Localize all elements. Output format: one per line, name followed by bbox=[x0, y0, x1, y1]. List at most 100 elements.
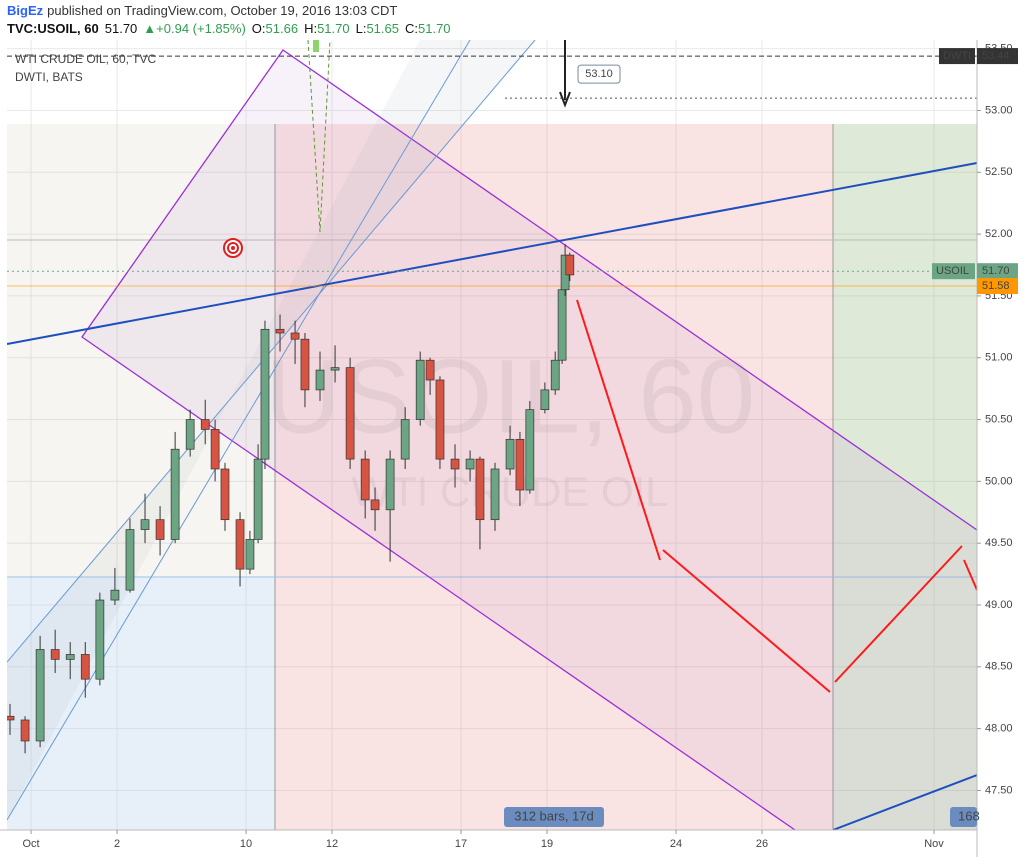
y-tick-label: 48.00 bbox=[985, 723, 1013, 735]
candle-body bbox=[110, 589, 120, 601]
x-tick-label: 24 bbox=[670, 838, 682, 850]
price-label: 51.58 bbox=[982, 280, 1010, 292]
candle-body bbox=[253, 458, 263, 540]
candle-body bbox=[140, 519, 150, 530]
candle-body bbox=[370, 499, 380, 511]
target-dot bbox=[231, 246, 235, 250]
projection-leg bbox=[834, 545, 963, 683]
callout-box bbox=[577, 64, 621, 84]
candle-body bbox=[235, 519, 245, 570]
candle-body bbox=[260, 328, 270, 460]
channel bbox=[81, 49, 977, 830]
blue-channel bbox=[7, 40, 536, 663]
candle-body bbox=[65, 654, 75, 660]
candle-body bbox=[125, 529, 135, 591]
projection-leg bbox=[576, 299, 661, 561]
series-tag-box bbox=[939, 48, 975, 65]
y-tick-label: 52.50 bbox=[985, 166, 1013, 178]
y-tick-label: 50.00 bbox=[985, 475, 1013, 487]
projection-leg bbox=[963, 559, 977, 591]
x-tick-label: 10 bbox=[240, 838, 252, 850]
price-lines bbox=[7, 55, 977, 287]
ohlc-key: C: bbox=[405, 21, 418, 36]
price-label-box bbox=[977, 263, 1018, 280]
blue-channel bbox=[7, 40, 471, 821]
series-tag: USOIL bbox=[936, 265, 969, 277]
symbol: TVC:USOIL, 60 bbox=[7, 21, 99, 36]
range-label: 168 bbox=[958, 808, 980, 823]
candle-body bbox=[400, 419, 410, 460]
candle-body bbox=[35, 649, 45, 742]
dashed-arrow bbox=[307, 40, 331, 233]
change: ▲+0.94 (+1.85%) bbox=[143, 21, 245, 36]
y-tick-label: 49.50 bbox=[985, 537, 1013, 549]
candle-body bbox=[20, 719, 30, 742]
candle-body bbox=[210, 429, 220, 470]
y-tick-label: 53.00 bbox=[985, 104, 1013, 116]
candle-body bbox=[540, 389, 550, 411]
range-box bbox=[950, 807, 977, 827]
x-tick-label: 19 bbox=[541, 838, 553, 850]
candle-body bbox=[330, 367, 340, 371]
candle-body bbox=[95, 599, 105, 680]
ohlc-key: H: bbox=[304, 21, 317, 36]
legend-entry: DWTI, BATS bbox=[15, 70, 83, 84]
author: BigEz bbox=[7, 3, 44, 18]
zone-shade bbox=[7, 577, 275, 830]
price-label: 51.70 bbox=[982, 265, 1010, 277]
candle-body bbox=[245, 539, 255, 570]
projection-leg bbox=[662, 549, 831, 693]
candle-body bbox=[80, 654, 90, 680]
candle-body bbox=[515, 438, 525, 491]
ohlc-value: 51.70 bbox=[418, 21, 451, 36]
range-label: 312 bars, 17d bbox=[514, 808, 594, 823]
candle-body bbox=[385, 458, 395, 511]
x-tick-label: 12 bbox=[326, 838, 338, 850]
candle-body bbox=[155, 519, 165, 540]
candle-body bbox=[565, 254, 575, 276]
candle-body bbox=[360, 458, 370, 501]
candle-body bbox=[505, 438, 515, 470]
y-tick-label: 49.00 bbox=[985, 599, 1013, 611]
candle-body bbox=[170, 448, 180, 540]
y-tick-label: 50.50 bbox=[985, 413, 1013, 425]
ohlc-value: 51.65 bbox=[366, 21, 399, 36]
trend-line bbox=[7, 162, 977, 345]
price-label-box bbox=[977, 48, 1018, 65]
callout-arrow bbox=[559, 40, 571, 108]
candle-body bbox=[275, 328, 285, 334]
candle-body bbox=[300, 338, 310, 391]
legend-entry: WTI CRUDE OIL, 60, TVC bbox=[15, 52, 156, 66]
candle-body bbox=[525, 409, 535, 491]
y-tick-label: 48.50 bbox=[985, 661, 1013, 673]
ohlc-key: O: bbox=[252, 21, 266, 36]
quote-line: TVC:USOIL, 60 51.70 ▲+0.94 (+1.85%) O:51.66… bbox=[7, 21, 451, 36]
series-tag-box bbox=[932, 263, 975, 280]
x-tick-label: Nov bbox=[924, 838, 944, 850]
ohlc-key: L: bbox=[356, 21, 367, 36]
candle-body bbox=[557, 289, 567, 361]
header-line: BigEz published on TradingView.com, Octob… bbox=[7, 3, 397, 18]
last-price: 51.70 bbox=[105, 21, 138, 36]
range-box bbox=[504, 807, 604, 827]
candle-body bbox=[7, 715, 15, 721]
published: published on TradingView.com, October 19… bbox=[47, 3, 397, 18]
candle-body bbox=[185, 419, 195, 450]
arrow-head bbox=[313, 40, 319, 52]
labels: 53.44 DWTI 51.70 USOIL 51.58 53.10 312 bars, 1… bbox=[504, 48, 1018, 827]
candle-body bbox=[435, 379, 445, 460]
candle-body bbox=[490, 468, 500, 521]
watermark-name: WTI CRUDE OIL bbox=[351, 468, 668, 515]
x-tick-label: 2 bbox=[114, 838, 120, 850]
candle-body bbox=[290, 332, 300, 340]
zone-shade bbox=[7, 124, 275, 577]
x-tick-label: Oct bbox=[23, 838, 40, 850]
callout-label: 53.10 bbox=[585, 68, 613, 80]
candle-body bbox=[50, 649, 60, 660]
candle-body bbox=[465, 458, 475, 470]
ohlc-value: 51.66 bbox=[266, 21, 299, 36]
price-label: 53.44 bbox=[982, 50, 1010, 62]
ohlc: O:51.66 H:51.70 L:51.65 C:51.70 bbox=[252, 21, 451, 36]
